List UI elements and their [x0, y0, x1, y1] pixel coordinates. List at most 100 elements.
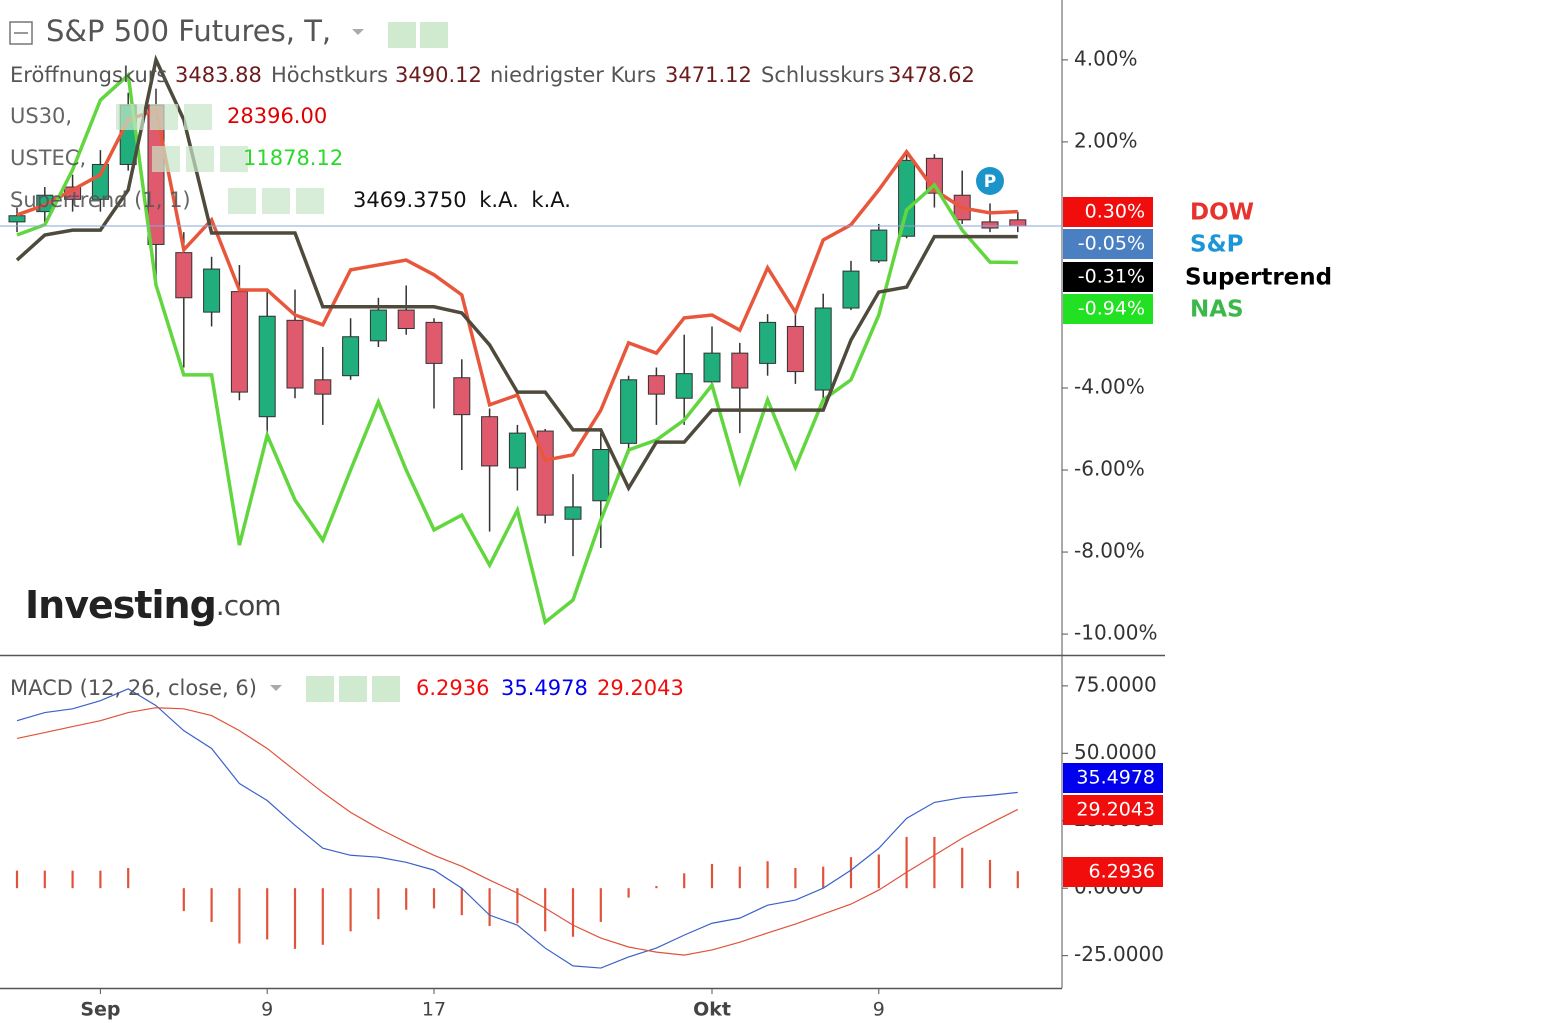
marker-label: P: [984, 172, 996, 192]
candle-body: [230, 291, 248, 393]
ohlc-value: 3478.62: [888, 63, 975, 87]
candle-body: [258, 315, 276, 418]
y-tick-label: 4.00%: [1074, 46, 1138, 70]
candle-body: [814, 307, 832, 391]
badge-name: DOW: [1190, 200, 1254, 226]
x-tick-label: 9: [261, 999, 273, 1021]
legend-icon: [116, 104, 144, 130]
badge: [1063, 795, 1163, 825]
legend-icon: [150, 104, 178, 130]
y-tick-label: 75.0000: [1074, 672, 1157, 696]
candle-body: [1009, 219, 1027, 227]
line-series: [16, 707, 1019, 956]
legend-value: 6.2936: [416, 676, 489, 700]
y-tick-label: -10.00%: [1074, 621, 1157, 645]
study-name: Supertrend (1, 1): [10, 188, 191, 212]
badge-label: 6.2936: [1089, 861, 1155, 883]
candle-body: [8, 215, 26, 223]
ohlc-name: niedrigster Kurs: [490, 63, 656, 87]
candle-body: [842, 270, 860, 309]
legend-icon: [339, 676, 367, 702]
candle-body: [898, 159, 916, 237]
plot-layer: [8, 54, 1027, 969]
candle-body: [91, 163, 109, 200]
candle-body: [342, 336, 360, 377]
badge-label: 35.4978: [1076, 767, 1155, 789]
legend-title: S&P 500 Futures, T,: [46, 14, 331, 48]
candle-body: [453, 377, 471, 416]
legend-layer: S&P 500 Futures, T, Eröffnungskurs 3483.88…: [9, 14, 975, 702]
y-tick-label: -25.0000: [1074, 942, 1164, 966]
y-tick-label: -8.00%: [1074, 539, 1145, 563]
x-tick-label: Okt: [693, 999, 731, 1021]
x-tick-label: Sep: [80, 999, 120, 1021]
candle-body: [175, 252, 193, 299]
dropdown: [270, 685, 282, 691]
badge: [1063, 229, 1153, 259]
study-value: 11878.12: [243, 146, 343, 170]
legend-icon: [186, 146, 214, 172]
legend-icon: [372, 676, 400, 702]
candle-body: [759, 321, 777, 364]
x-tick-label: 9: [873, 999, 885, 1021]
legend-icon: [152, 146, 180, 172]
study-value: 3469.3750 k.A. k.A.: [353, 188, 571, 212]
badge-label: -0.94%: [1078, 298, 1145, 320]
candle-body: [592, 449, 610, 502]
line-series: [16, 688, 1018, 969]
candle-body: [286, 319, 304, 389]
ohlc-value: 3483.88: [175, 63, 262, 87]
candle-body: [564, 506, 582, 520]
badge: [1063, 197, 1153, 227]
line-series: [16, 107, 1018, 463]
ohlc-name: Schlusskurs: [761, 63, 885, 87]
line-series: [15, 54, 1018, 492]
dropdown: [352, 29, 364, 35]
ohlc-value: 3490.12: [395, 63, 482, 87]
legend-icon: [262, 188, 290, 214]
candle-body: [647, 375, 665, 395]
line-series: [16, 71, 1018, 626]
candle-body: [425, 321, 443, 364]
ohlc-value: 3471.12: [665, 63, 752, 87]
badge: [1063, 262, 1153, 292]
y-tick-label: -6.00%: [1074, 457, 1145, 481]
badge: [1063, 763, 1163, 793]
legend-icon: [388, 22, 416, 48]
study-value: 28396.00: [227, 104, 327, 128]
watermark-text: Investing: [25, 583, 216, 627]
legend-value: 35.4978: [501, 676, 588, 700]
legend-icon: [420, 22, 448, 48]
candle-body: [731, 352, 749, 389]
badge-label: -0.05%: [1078, 233, 1145, 255]
candle-body: [620, 379, 638, 444]
ohlc-name: Eröffnungskurs: [10, 63, 167, 87]
legend-icon: [184, 104, 212, 130]
candle-body: [314, 379, 332, 395]
legend-icon: [296, 188, 324, 214]
ohlc-name: Höchstkurs: [271, 63, 388, 87]
legend-icon: [220, 146, 248, 172]
y-tick-label: 2.00%: [1074, 128, 1138, 152]
candle-body: [369, 309, 387, 342]
badge-label: 0.30%: [1085, 201, 1145, 223]
candle-body: [675, 373, 693, 399]
badge: [1063, 857, 1163, 887]
candle-body: [786, 325, 804, 373]
y-tick-label: 50.0000: [1074, 740, 1157, 764]
candle-body: [508, 432, 526, 469]
badge-name: NAS: [1190, 297, 1244, 323]
watermark: Investing.com: [25, 583, 281, 627]
candle-body: [870, 229, 888, 262]
candle-body: [703, 352, 721, 383]
marker-icon: [976, 167, 1004, 195]
badge-name: S&P: [1190, 232, 1243, 258]
study-name: USTEC,: [10, 146, 86, 170]
candle-body: [203, 268, 221, 313]
badge-name: Supertrend: [1185, 265, 1332, 291]
badge-label: 29.2043: [1076, 799, 1155, 821]
badge-label: -0.31%: [1078, 266, 1145, 288]
legend-value: 29.2043: [597, 676, 684, 700]
